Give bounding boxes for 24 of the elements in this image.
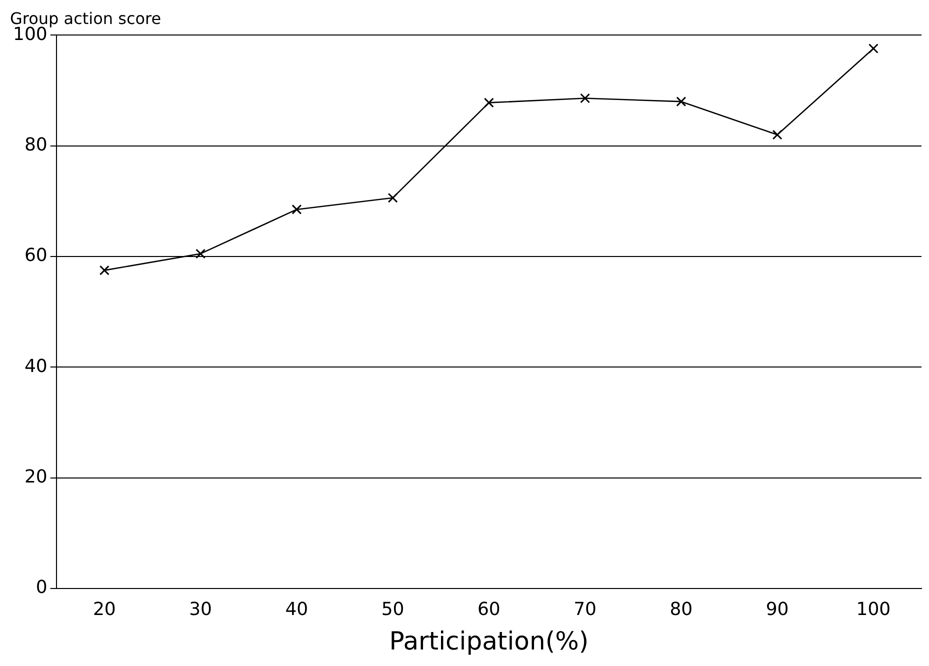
point bbox=[484, 98, 494, 108]
point bbox=[868, 43, 878, 54]
x-tick-label: 80 bbox=[670, 598, 693, 620]
y-tick-label: 40 bbox=[24, 356, 48, 377]
x-axis-title: Participation(%) bbox=[389, 626, 589, 656]
x-tick-label: 50 bbox=[381, 598, 404, 620]
point bbox=[388, 192, 398, 203]
point bbox=[292, 204, 302, 214]
x-tick-label: 30 bbox=[189, 598, 212, 620]
x-tick-label: 70 bbox=[574, 598, 597, 620]
point bbox=[676, 96, 686, 107]
point bbox=[99, 265, 110, 276]
y-tick-label: 60 bbox=[24, 245, 48, 266]
y-tick-label: 0 bbox=[36, 577, 48, 598]
x-tick-label: 60 bbox=[477, 598, 500, 620]
point bbox=[580, 93, 590, 104]
y-tick-label: 20 bbox=[24, 466, 48, 488]
point bbox=[196, 248, 206, 259]
point bbox=[772, 130, 782, 140]
y-tick-label: 80 bbox=[24, 134, 48, 156]
x-tick-label: 90 bbox=[766, 598, 789, 620]
x-tick-label: 40 bbox=[285, 598, 308, 620]
x-tick-label: 20 bbox=[92, 598, 116, 620]
x-tick-label: 100 bbox=[856, 598, 891, 620]
